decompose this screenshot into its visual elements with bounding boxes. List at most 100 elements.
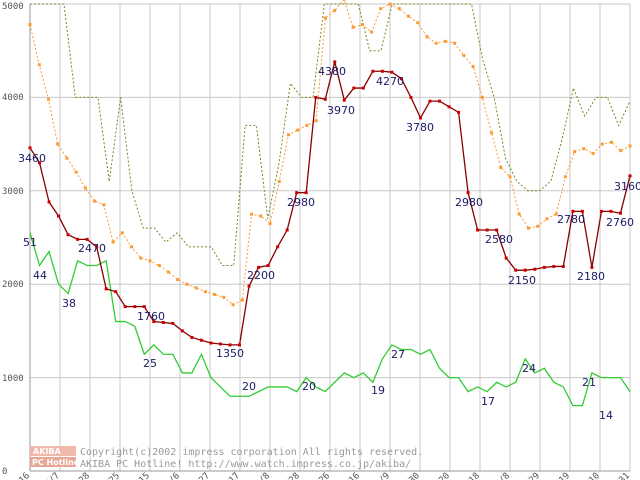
avg-point — [536, 224, 540, 228]
price-point — [485, 228, 489, 232]
avg-point — [397, 7, 401, 11]
price-label: 4380 — [318, 65, 346, 78]
price-label: 2150 — [508, 274, 536, 287]
x-tick-label: 6/29 — [520, 471, 542, 480]
shop-count-label: 25 — [143, 357, 157, 370]
y-axis: 5000 4000 3000 2000 1000 0 — [2, 2, 24, 477]
shop-count-label: 38 — [62, 297, 76, 310]
y-tick-label: 2000 — [2, 280, 24, 290]
price-label: 4270 — [376, 75, 404, 88]
avg-point — [379, 7, 383, 11]
series-layer — [28, 0, 632, 407]
price-point — [66, 233, 70, 237]
price-point — [390, 70, 394, 74]
price-point — [361, 86, 365, 90]
avg-point — [250, 212, 254, 216]
shop-count-label: 24 — [522, 362, 536, 375]
price-point — [409, 95, 413, 99]
avg-point — [462, 53, 466, 57]
shop-count-label: 20 — [302, 380, 316, 393]
price-point — [171, 321, 175, 325]
avg-point — [65, 156, 69, 160]
price-point — [28, 146, 32, 150]
avg-point — [610, 140, 614, 144]
avg-point — [56, 142, 60, 146]
price-point — [104, 287, 108, 291]
series-line-price — [29, 61, 631, 346]
price-point — [190, 335, 194, 339]
price-point — [371, 69, 375, 73]
price-point — [495, 228, 499, 232]
price-point — [628, 174, 632, 178]
copyright-text: Copyright(c)2002 impress corporation All… — [80, 447, 423, 458]
avg-point — [619, 149, 623, 153]
price-point — [76, 237, 80, 241]
avg-point — [526, 226, 530, 230]
avg-point — [157, 264, 161, 268]
avg-point — [434, 41, 438, 45]
x-tick-label: 10/27 — [186, 471, 212, 480]
avg-point — [582, 147, 586, 151]
avg-point — [111, 240, 115, 244]
avg-point — [351, 25, 355, 29]
avg-point — [120, 231, 124, 235]
y-tick-label: 5000 — [2, 2, 24, 12]
price-point — [133, 305, 137, 309]
logo-bottom-text: PC Hotline — [32, 458, 80, 467]
avg-point — [425, 35, 429, 39]
price-point — [438, 99, 442, 103]
price-point — [218, 342, 222, 346]
price-point — [228, 343, 232, 347]
avg-point — [305, 123, 309, 127]
price-point — [618, 211, 622, 215]
price-label: 2470 — [78, 242, 106, 255]
site-url-text: AKIBA PC Hotline! http://www.watch.impre… — [80, 459, 411, 470]
avg-point — [471, 65, 475, 69]
price-label: 1350 — [216, 347, 244, 360]
shop-count-label: 19 — [371, 384, 385, 397]
price-label: 1760 — [137, 310, 165, 323]
avg-point — [508, 175, 512, 179]
avg-point — [342, 0, 346, 1]
x-tick-label: 7/28 — [70, 471, 92, 480]
avg-point — [213, 292, 217, 296]
avg-point — [259, 214, 263, 218]
avg-point — [499, 165, 503, 169]
avg-point — [37, 63, 41, 67]
avg-point — [28, 23, 32, 27]
avg-point — [563, 175, 567, 179]
price-point — [561, 264, 565, 268]
avg-point — [545, 217, 549, 221]
price-label: 2200 — [247, 269, 275, 282]
price-point — [352, 86, 356, 90]
avg-point — [406, 14, 410, 18]
avg-point — [554, 212, 558, 216]
akiba-logo: AKIBA PC Hotline — [30, 446, 80, 467]
price-point — [161, 320, 165, 324]
price-point — [180, 329, 184, 333]
x-tick-label: 12/8 — [250, 471, 272, 480]
x-tick-label: 1/26 — [310, 471, 332, 480]
x-tick-label: 4/20 — [430, 471, 452, 480]
price-point — [247, 284, 251, 288]
price-point — [542, 265, 546, 269]
price-point — [276, 245, 280, 249]
price-point — [238, 343, 242, 347]
avg-point — [46, 97, 50, 101]
avg-point — [628, 144, 632, 148]
price-point — [142, 305, 146, 309]
y-tick-label: 4000 — [2, 93, 24, 103]
x-tick-label: 7/19 — [550, 471, 572, 480]
series-line-avg — [29, 0, 631, 306]
avg-point — [83, 186, 87, 190]
avg-point — [286, 133, 290, 137]
avg-point — [102, 203, 106, 207]
price-point — [95, 245, 99, 249]
avg-point — [416, 21, 420, 25]
x-tick-label: 8/25 — [100, 471, 122, 480]
avg-point — [240, 298, 244, 302]
price-point — [504, 256, 508, 260]
avg-point — [74, 170, 78, 174]
price-point — [85, 237, 89, 241]
avg-point — [314, 119, 318, 123]
